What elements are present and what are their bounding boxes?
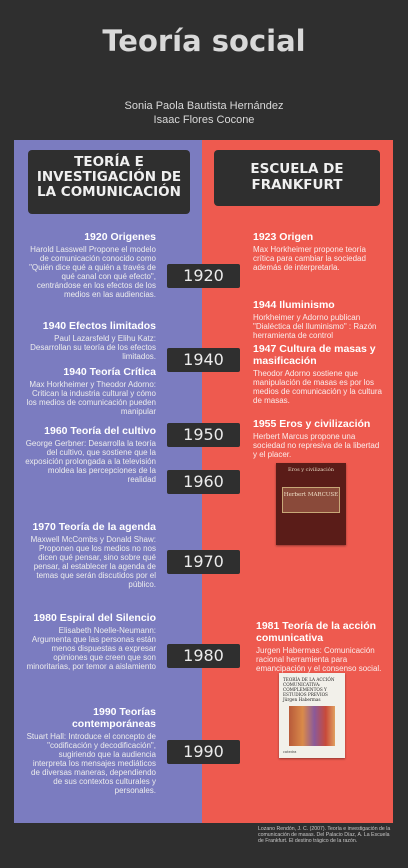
entry-text: Theodor Adorno sostiene que manipulación… xyxy=(253,369,382,405)
book2-author: Jürgen Habermas xyxy=(283,697,321,702)
entry-title: 1970 Teoría de la agenda xyxy=(32,521,156,533)
year-marker-1990: 1990 xyxy=(167,740,240,764)
right-column-heading: ESCUELA DE FRANKFURT xyxy=(214,150,380,206)
right-entry-1944: 1944 Iluminismo Horkheimer y Adorno publ… xyxy=(253,299,383,340)
left-entry-1920: 1920 Origenes Harold Lasswell Propone el… xyxy=(24,231,156,299)
left-entry-1960: 1960 Teoría del cultivo George Gerbner: … xyxy=(24,425,156,484)
left-entry-1940-efectos: 1940 Efectos limitados Paul Lazarsfeld y… xyxy=(24,320,156,361)
entry-title: 1947 Cultura de masas y masificación xyxy=(253,343,376,367)
entry-title: 1980 Espiral del Silencio xyxy=(33,612,156,624)
book2-title-text: TEORÍA DE LA ACCIÓN COMUNICATIVA: COMPLE… xyxy=(283,677,335,697)
book1-author: Herbert MARCUSE xyxy=(282,487,340,513)
author-1: Sonia Paola Bautista Hernández xyxy=(124,100,284,112)
left-heading-line-2: INVESTIGACIÓN DE xyxy=(36,169,182,185)
book-cover-eros-y-civilizacion: Eros y civilización Herbert MARCUSE xyxy=(276,463,346,545)
entry-title: 1955 Eros y civilización xyxy=(253,418,371,430)
right-heading-line-2: FRANKFURT xyxy=(251,177,343,193)
entry-title: 1940 Teoría Crítica xyxy=(63,366,156,378)
right-entry-1955: 1955 Eros y civilización Herbert Marcus … xyxy=(253,418,383,459)
year-marker-1920: 1920 xyxy=(167,264,240,288)
entry-text: Max Horkheimer y Theodor Adorno: Critica… xyxy=(26,380,156,416)
bibliographic-reference: Lozano Rendón, J. C. (2007). Teoría e in… xyxy=(258,826,391,845)
entry-text: Jurgen Habermas: Comunicación racional h… xyxy=(256,646,382,673)
entry-title: 1920 Origenes xyxy=(84,231,156,243)
year-marker-1940: 1940 xyxy=(167,348,240,372)
entry-text: Paul Lazarsfeld y Elihu Katz: Desarrolla… xyxy=(30,334,156,361)
year-marker-1960: 1960 xyxy=(167,470,240,494)
left-entry-1940-critica: 1940 Teoría Crítica Max Horkheimer y The… xyxy=(24,366,156,416)
right-entry-1947: 1947 Cultura de masas y masificación The… xyxy=(253,343,383,405)
book2-title: TEORÍA DE LA ACCIÓN COMUNICATIVA: COMPLE… xyxy=(283,677,341,702)
left-entry-1970: 1970 Teoría de la agenda Maxwell McCombs… xyxy=(24,521,156,589)
book1-title: Eros y civilización xyxy=(288,467,334,473)
entry-title: 1981 Teoría de la acción comunicativa xyxy=(256,620,377,644)
entry-title: 1940 Efectos limitados xyxy=(42,320,156,332)
year-marker-1950: 1950 xyxy=(167,423,240,447)
entry-title: 1990 Teorías contemporáneas xyxy=(71,706,156,730)
entry-text: Maxwell McCombs y Donald Shaw: Proponen … xyxy=(30,535,156,589)
book-cover-teoria-accion-comunicativa: TEORÍA DE LA ACCIÓN COMUNICATIVA: COMPLE… xyxy=(279,673,345,758)
left-entry-1990: 1990 Teorías contemporáneas Stuart Hall:… xyxy=(24,706,156,795)
entry-title: 1923 Origen xyxy=(253,231,314,243)
page-title: Teoría social xyxy=(102,24,306,58)
right-entry-1923: 1923 Origen Max Horkheimer propone teorí… xyxy=(253,231,383,272)
entry-text: George Gerbner: Desarrolla la teoría del… xyxy=(25,439,156,484)
entry-text: Herbert Marcus propone una sociedad no r… xyxy=(253,432,380,459)
author-2: Isaac Flores Cocone xyxy=(153,114,255,126)
left-heading-line-1: TEORÍA E xyxy=(74,154,144,170)
right-heading-line-1: ESCUELA DE xyxy=(250,161,344,177)
year-marker-1970: 1970 xyxy=(167,550,240,574)
entry-title: 1944 Iluminismo xyxy=(253,299,335,311)
entry-text: Elisabeth Noelle-Neumann: Argumenta que … xyxy=(26,626,156,671)
entry-text: Max Horkheimer propone teoría crítica pa… xyxy=(253,245,366,272)
book2-publisher: catedra xyxy=(283,750,297,754)
entry-text: Horkheimer y Adorno publican "Dialéctica… xyxy=(253,313,377,340)
year-marker-1980: 1980 xyxy=(167,644,240,668)
entry-text: Harold Lasswell Propone el modelo de com… xyxy=(29,245,156,299)
book2-cover-art xyxy=(289,706,335,746)
right-entry-1981: 1981 Teoría de la acción comunicativa Ju… xyxy=(256,620,386,673)
entry-text: Stuart Hall: Introduce el concepto de "c… xyxy=(26,732,156,795)
left-heading-line-3: LA COMUNICACIÓN xyxy=(37,184,181,200)
left-column-heading: TEORÍA E INVESTIGACIÓN DE LA COMUNICACIÓ… xyxy=(28,150,190,214)
left-entry-1980: 1980 Espiral del Silencio Elisabeth Noel… xyxy=(24,612,156,671)
authors: Sonia Paola Bautista Hernández Isaac Flo… xyxy=(0,99,408,127)
entry-title: 1960 Teoría del cultivo xyxy=(44,425,156,437)
